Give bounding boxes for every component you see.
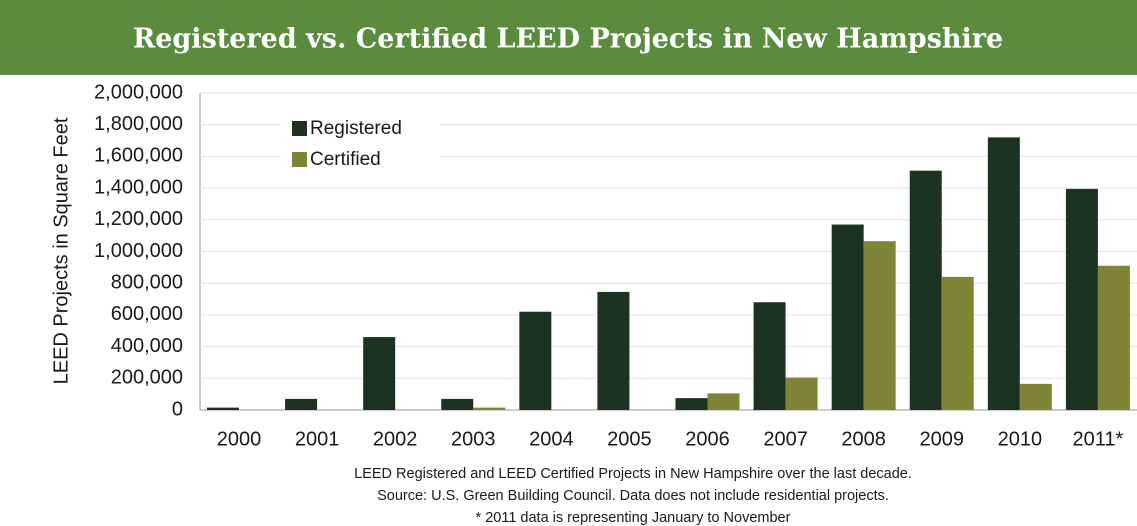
bar bbox=[1097, 265, 1130, 410]
footnote: Source: U.S. Green Building Council. Dat… bbox=[377, 488, 889, 504]
x-tick-label: 2010 bbox=[998, 428, 1043, 450]
bar bbox=[987, 137, 1020, 410]
bar bbox=[441, 398, 474, 410]
bar bbox=[363, 337, 396, 410]
title-banner bbox=[0, 0, 1137, 75]
x-tick-label: 2004 bbox=[529, 428, 574, 450]
bar bbox=[597, 291, 630, 410]
x-tick-label: 2003 bbox=[451, 428, 496, 450]
y-tick-label: 400,000 bbox=[111, 335, 183, 357]
x-tick-label: 2011* bbox=[1073, 428, 1124, 450]
x-tick-label: 2001 bbox=[295, 428, 340, 450]
y-tick-label: 600,000 bbox=[111, 303, 183, 325]
bar bbox=[909, 170, 942, 410]
bar bbox=[831, 224, 864, 410]
y-tick-label: 1,800,000 bbox=[94, 113, 183, 135]
y-tick-label: 1,000,000 bbox=[94, 240, 183, 262]
x-tick-label: 2005 bbox=[607, 428, 652, 450]
bar bbox=[1065, 188, 1098, 410]
legend-label: Registered bbox=[310, 118, 402, 139]
y-tick-label: 800,000 bbox=[111, 271, 183, 293]
legend-label: Certified bbox=[310, 149, 381, 170]
x-tick-label: 2002 bbox=[373, 428, 418, 450]
bar bbox=[707, 393, 740, 410]
y-axis-label: LEED Projects in Square Feet bbox=[50, 117, 72, 384]
footnote: * 2011 data is representing January to N… bbox=[476, 510, 791, 526]
footnote: LEED Registered and LEED Certified Proje… bbox=[354, 466, 912, 482]
bar bbox=[863, 241, 896, 410]
bar bbox=[785, 377, 818, 410]
y-tick-label: 2,000,000 bbox=[94, 81, 183, 103]
y-tick-label: 1,600,000 bbox=[94, 145, 183, 167]
x-tick-label: 2008 bbox=[841, 428, 886, 450]
legend-swatch bbox=[292, 121, 307, 136]
bar bbox=[519, 311, 552, 410]
bar bbox=[473, 407, 506, 410]
x-tick-label: 2007 bbox=[763, 428, 808, 450]
bar bbox=[941, 276, 974, 410]
y-tick-label: 1,200,000 bbox=[94, 208, 183, 230]
x-tick-label: 2009 bbox=[920, 428, 965, 450]
bar bbox=[1019, 383, 1052, 410]
chart-title: Registered vs. Certified LEED Projects i… bbox=[133, 24, 1003, 55]
y-tick-label: 200,000 bbox=[111, 367, 183, 389]
bar bbox=[207, 407, 239, 410]
y-tick-label: 1,400,000 bbox=[94, 176, 183, 198]
bar bbox=[285, 398, 318, 410]
y-tick-label: 0 bbox=[172, 398, 183, 420]
bar bbox=[675, 398, 708, 410]
x-tick-label: 2006 bbox=[685, 428, 730, 450]
bar bbox=[753, 302, 786, 410]
x-tick-label: 2000 bbox=[217, 428, 262, 450]
legend-swatch bbox=[292, 152, 307, 167]
